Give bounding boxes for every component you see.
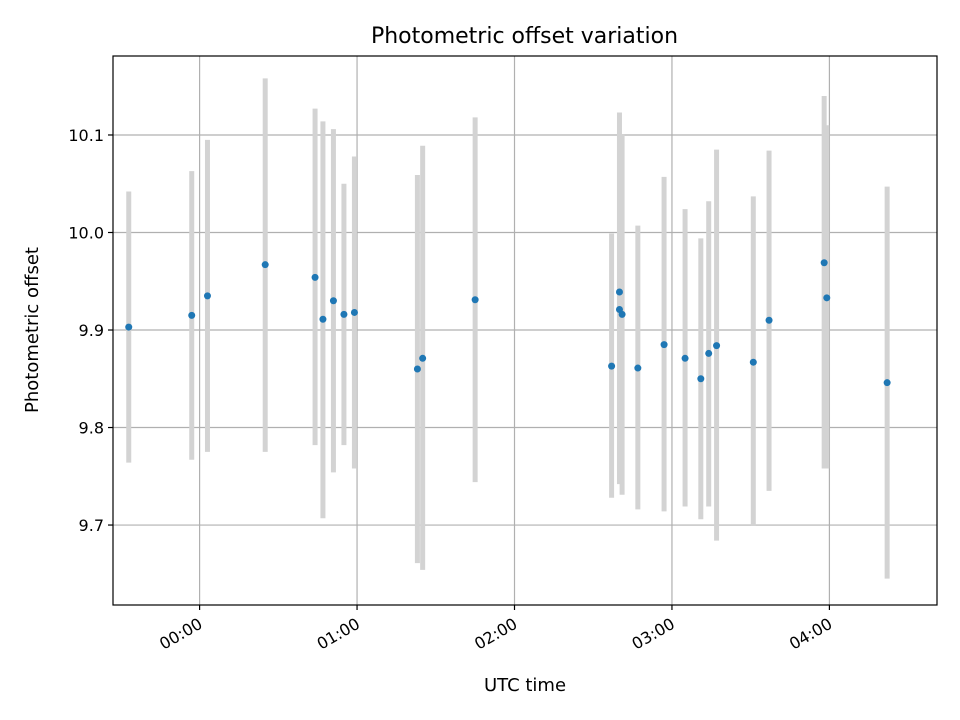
x-axis-label: UTC time: [484, 675, 566, 696]
y-axis-label: Photometric offset: [22, 247, 43, 413]
chart-title: Photometric offset variation: [371, 24, 678, 49]
data-point: [765, 316, 773, 324]
x-tick-label: 00:00: [156, 614, 205, 654]
data-point: [883, 379, 891, 387]
data-point: [608, 362, 616, 370]
data-point: [319, 315, 327, 323]
data-point: [713, 342, 721, 350]
data-point: [261, 261, 269, 269]
y-tick-label: 10.0: [68, 223, 104, 242]
grid: [113, 56, 937, 605]
data-point: [471, 296, 479, 304]
data-point: [823, 294, 831, 302]
data-point: [618, 310, 626, 318]
data-point: [203, 292, 211, 300]
data-point: [311, 273, 319, 281]
y-axis-ticks: 9.7 9.8 9.9 10.0 10.1: [68, 126, 113, 535]
y-tick-label: 10.1: [68, 126, 104, 145]
data-point: [615, 288, 623, 296]
data-point: [660, 341, 668, 349]
data-point: [329, 297, 337, 305]
data-point: [749, 358, 757, 366]
error-bars: [126, 78, 890, 579]
x-tick-label: 01:00: [314, 614, 363, 654]
data-point: [340, 310, 348, 318]
data-point: [697, 375, 705, 383]
data-point: [705, 349, 713, 357]
data-point: [681, 354, 689, 362]
data-point: [419, 354, 427, 362]
data-point: [634, 364, 642, 372]
data-point: [413, 365, 421, 373]
x-tick-label: 03:00: [629, 614, 678, 654]
x-tick-label: 02:00: [471, 614, 520, 654]
data-point: [350, 308, 358, 316]
y-tick-label: 9.7: [79, 516, 104, 535]
data-point: [188, 311, 196, 319]
y-tick-label: 9.8: [79, 419, 104, 438]
y-tick-label: 9.9: [79, 321, 104, 340]
x-tick-label: 04:00: [786, 614, 835, 654]
data-points: [125, 259, 891, 387]
data-point: [820, 259, 828, 267]
x-axis-ticks: 00:00 01:00 02:00 03:00 04:00: [156, 605, 835, 654]
data-point: [125, 323, 133, 331]
